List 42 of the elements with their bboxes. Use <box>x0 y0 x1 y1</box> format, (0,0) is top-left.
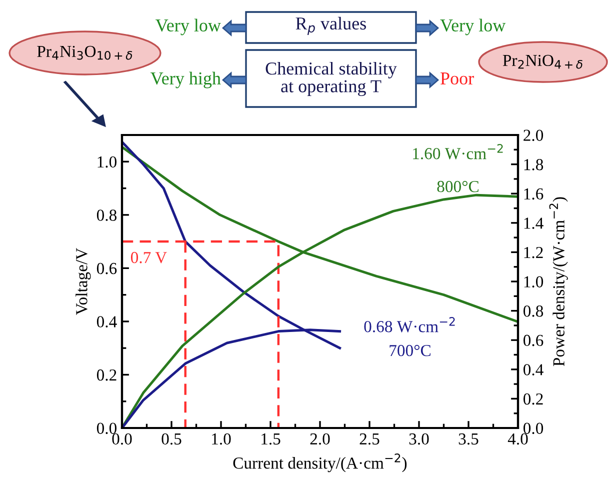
x-tick-label: 3.0 <box>409 433 429 445</box>
x-tick-label: 1.0 <box>212 433 231 445</box>
y-tick-label: 0.2 <box>96 369 116 381</box>
x-tick-label: 2.5 <box>360 433 380 445</box>
annotation: 700°C <box>390 344 430 356</box>
y2-axis-title: Power density/(W·cm$^{−2}$) <box>549 197 568 366</box>
y-tick-label: 0.6 <box>96 262 117 274</box>
annotation: 0.7 V <box>130 252 167 264</box>
text: Poor <box>440 72 474 85</box>
y2-tick-label: 1.8 <box>524 159 544 170</box>
annotation: 1.60 W·cm$^{−2}$ <box>413 144 503 160</box>
y2-tick-label: 0.0 <box>523 422 544 434</box>
y2-tick-label: 1.6 <box>524 188 544 200</box>
y2-tick-label: 1.4 <box>524 218 544 229</box>
y-tick-label: 0.4 <box>96 316 117 328</box>
y2-tick-label: 2.0 <box>524 130 544 142</box>
x-tick-label: 3.5 <box>458 433 478 445</box>
y2-tick-label: 1.0 <box>524 276 544 288</box>
y2-tick-label: 0.8 <box>523 306 544 317</box>
annotation: 0.68 W·cm$^{−2}$ <box>364 317 455 332</box>
y2-tick-label: 0.6 <box>523 334 544 346</box>
y2-tick-label: 0.2 <box>523 393 543 405</box>
y-axis-title: Voltage/V <box>76 248 91 315</box>
text: Very high <box>150 72 221 88</box>
x-tick-label: 4.0 <box>508 433 528 445</box>
text: Chemical stability at operating T <box>266 62 397 96</box>
text: Very low <box>156 18 221 36</box>
text: Pr$_{4}$Ni$_{3}$O$_{10+δ}$ <box>37 46 132 60</box>
y-tick-label: 0.0 <box>96 422 117 434</box>
y-tick-label: 1.0 <box>98 156 117 168</box>
x-tick-label: 2.0 <box>310 433 330 445</box>
text: R$_{p}$ values <box>296 16 366 35</box>
x-tick-label: 0.0 <box>112 433 132 445</box>
x-tick-label: 0.5 <box>162 433 182 445</box>
y2-tick-label: 1.2 <box>524 246 543 258</box>
x-axis-title: Current density/(A·cm$^{−2}$) <box>233 454 407 472</box>
y2-tick-label: 0.4 <box>523 364 544 376</box>
x-tick-label: 1.5 <box>262 433 280 445</box>
text: Pr$_{2}$NiO$_{4+δ}$ <box>502 54 582 69</box>
y-tick-label: 0.8 <box>96 210 117 221</box>
text: Very low <box>440 18 506 36</box>
annotation: 800°C <box>437 180 478 192</box>
